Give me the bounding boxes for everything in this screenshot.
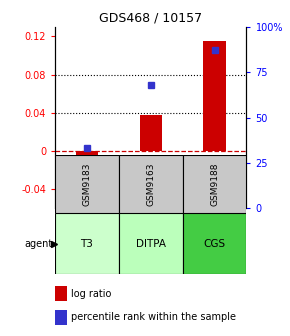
Text: percentile rank within the sample: percentile rank within the sample	[71, 312, 236, 322]
Text: CGS: CGS	[204, 239, 226, 249]
Bar	[204, 41, 226, 151]
Bar	[55, 309, 67, 325]
Bar	[183, 155, 246, 213]
Text: T3: T3	[81, 239, 93, 249]
Text: log ratio: log ratio	[71, 289, 111, 299]
Bar	[183, 213, 246, 274]
Title: GDS468 / 10157: GDS468 / 10157	[99, 11, 202, 24]
Text: GSM9188: GSM9188	[210, 162, 219, 206]
Text: agent: agent	[24, 239, 52, 249]
Bar	[76, 151, 98, 172]
Bar	[119, 213, 183, 274]
Bar	[55, 155, 119, 213]
Bar	[140, 115, 162, 151]
Text: DITPA: DITPA	[136, 239, 166, 249]
Bar	[55, 213, 119, 274]
Text: GSM9163: GSM9163	[146, 162, 155, 206]
Bar	[55, 286, 67, 301]
Bar	[119, 155, 183, 213]
Text: GSM9183: GSM9183	[82, 162, 92, 206]
